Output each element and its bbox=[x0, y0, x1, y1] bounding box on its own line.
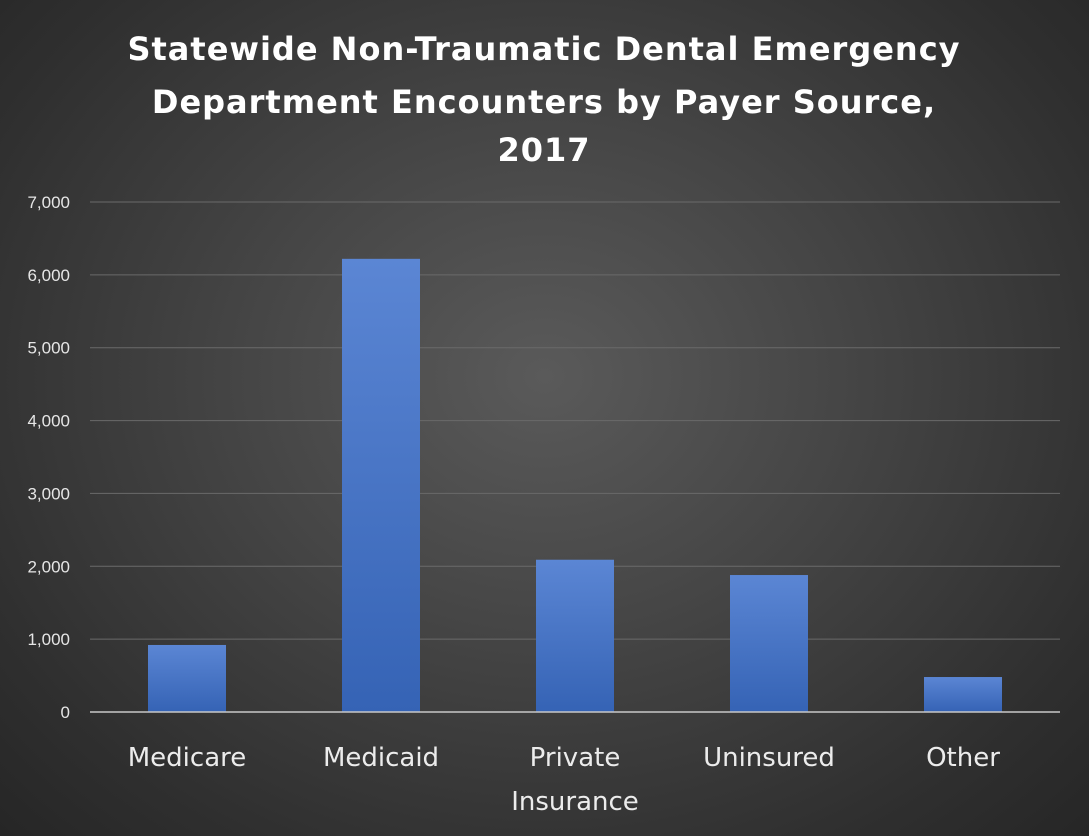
x-tick-label: Other bbox=[926, 743, 1000, 773]
x-tick-label: Medicaid bbox=[323, 743, 439, 773]
y-tick-label: 3,000 bbox=[27, 484, 70, 503]
bar-private-insurance bbox=[536, 559, 614, 712]
gridlines bbox=[90, 201, 1060, 640]
bar-medicare bbox=[148, 644, 226, 712]
bar-uninsured bbox=[730, 575, 808, 712]
x-tick-label: Insurance bbox=[511, 787, 639, 817]
bar-other bbox=[924, 677, 1002, 712]
x-axis-ticks: Medicare Medicaid Private Insurance Uninsure… bbox=[128, 743, 1000, 817]
y-tick-label: 1,000 bbox=[27, 630, 70, 649]
x-tick-label: Medicare bbox=[128, 743, 247, 773]
chart-title-line-2: Department Encounters by Payer Source, bbox=[152, 83, 936, 121]
y-axis-ticks: 0 1,000 2,000 3,000 4,000 5,000 6,000 7,000 bbox=[27, 193, 70, 722]
y-tick-label: 4,000 bbox=[27, 412, 70, 431]
y-tick-label: 7,000 bbox=[27, 193, 70, 212]
chart-title-line-3: 2017 bbox=[497, 131, 590, 169]
chart-title-line-1: Statewide Non-Traumatic Dental Emergency bbox=[127, 30, 960, 68]
y-tick-label: 0 bbox=[61, 703, 70, 722]
bars bbox=[148, 258, 1002, 712]
x-tick-label: Uninsured bbox=[703, 743, 835, 773]
bar-medicaid bbox=[342, 258, 420, 712]
y-tick-label: 2,000 bbox=[27, 557, 70, 576]
x-tick-label: Private bbox=[530, 743, 621, 773]
y-tick-label: 5,000 bbox=[27, 339, 70, 358]
chart-title: Statewide Non-Traumatic Dental Emergency… bbox=[127, 30, 960, 169]
y-tick-label: 6,000 bbox=[27, 266, 70, 285]
